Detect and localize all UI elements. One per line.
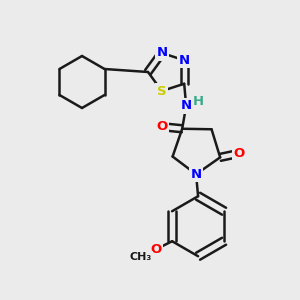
Text: N: N [190,168,202,181]
Text: N: N [181,99,192,112]
Text: O: O [151,243,162,256]
Text: H: H [193,95,204,108]
Text: N: N [178,54,190,67]
Text: O: O [157,120,168,133]
Text: N: N [156,46,167,59]
Text: O: O [233,147,245,160]
Text: S: S [157,85,166,98]
Text: CH₃: CH₃ [130,252,152,262]
